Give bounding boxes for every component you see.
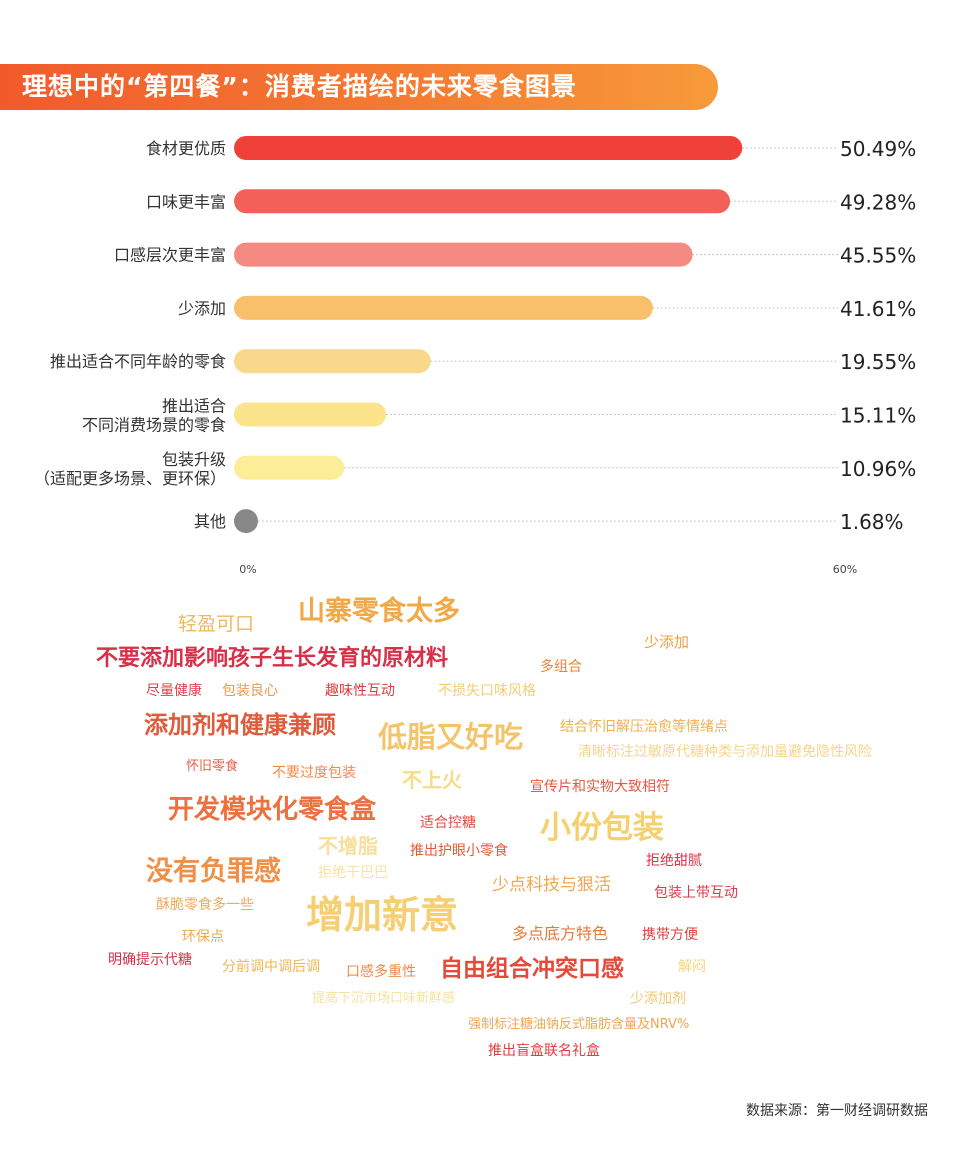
word-cloud-term: 不损失口味风格 <box>438 683 536 699</box>
word-cloud: 山寨零食太多轻盈可口少添加不要添加影响孩子生长发育的原材料多组合尽量健康 包装良心… <box>0 580 960 1080</box>
word-cloud-term: 拒绝干巴巴 <box>318 865 388 881</box>
value-label: 15.11% <box>840 404 916 428</box>
word-cloud-term: 低脂又好吃 <box>378 720 524 754</box>
category-label: 不同消费场景的零食 <box>82 416 226 435</box>
word-cloud-term: 尽量健康 <box>146 683 202 699</box>
word-cloud-term: 山寨零食太多 <box>298 596 460 627</box>
word-cloud-term: 多点底方特色 <box>512 924 609 943</box>
word-cloud-term: 没有负罪感 <box>146 856 281 887</box>
word-cloud-term: 明确提示代糖 <box>108 952 192 968</box>
category-label: 包装升级 <box>162 450 226 469</box>
bar <box>234 136 743 160</box>
category-label: 口味更丰富 <box>146 192 226 211</box>
word-cloud-term: 不要过度包装 <box>272 765 356 781</box>
word-cloud-term: 适合控糖 <box>420 815 476 831</box>
word-cloud-term: 轻盈可口 <box>178 613 255 635</box>
word-cloud-term: 多组合 <box>540 659 582 675</box>
bar <box>234 189 731 214</box>
bar <box>234 295 653 320</box>
word-cloud-term: 携带方便 <box>642 927 698 943</box>
word-cloud-term: 提高下沉市场口味新鲜感 <box>312 991 456 1006</box>
bar-chart: 食材更优质 50.49% 口味更丰富 49.28% 口感层次更丰富 45.55% 少添加 41… <box>34 136 916 576</box>
category-label: 口感层次更丰富 <box>114 246 226 265</box>
category-label: （适配更多场景、更环保） <box>34 469 226 488</box>
word-cloud-term: 环保点 <box>182 929 224 945</box>
word-cloud-term: 小份包装 <box>540 810 664 846</box>
word-cloud-term: 分前调中调后调 <box>222 959 320 975</box>
value-label: 10.96% <box>840 457 916 481</box>
word-cloud-term: 口感多重性 <box>346 964 416 980</box>
category-label: 食材更优质 <box>146 139 226 158</box>
word-cloud-term: 包装良心 <box>222 683 278 699</box>
word-cloud-term: 少添加 <box>644 633 690 651</box>
value-label: 19.55% <box>840 350 916 374</box>
word-cloud-term: 推出盲盒联名礼盒 <box>488 1043 600 1059</box>
value-label: 1.68% <box>840 510 904 534</box>
word-cloud-term: 清晰标注过敏原代糖种类与添加量避免隐性风险 <box>578 744 872 760</box>
category-label: 少添加 <box>178 299 226 318</box>
word-cloud-term: 解闷 <box>678 959 706 975</box>
category-label: 其他 <box>194 512 226 531</box>
word-cloud-term: 开发模块化零食盒 <box>168 795 377 825</box>
word-cloud-term: 推出护眼小零食 <box>410 843 508 859</box>
word-cloud-term: 怀旧零食 <box>186 759 239 774</box>
bar <box>234 402 387 427</box>
word-cloud-term: 包装上带互动 <box>654 885 738 901</box>
word-cloud-term: 添加剂和健康兼顾 <box>144 711 336 739</box>
word-cloud-term: 自由组合冲突口感 <box>440 956 624 982</box>
word-cloud-term: 不要添加影响孩子生长发育的原材料 <box>96 646 449 671</box>
word-cloud-term: 结合怀旧解压治愈等情绪点 <box>560 719 728 735</box>
word-cloud-term: 增加新意 <box>306 893 459 937</box>
bar <box>234 349 431 374</box>
word-cloud-term: 不增脂 <box>318 834 378 858</box>
word-cloud-term: 酥脆零食多一些 <box>156 897 254 913</box>
word-cloud-term: 强制标注糖油钠反式脂肪含量及NRV% <box>468 1017 690 1032</box>
word-cloud-term: 宣传片和实物大致相符 <box>530 779 670 795</box>
category-label: 推出适合不同年龄的零食 <box>50 352 226 371</box>
word-cloud-term: 少点科技与狠活 <box>492 875 611 895</box>
category-label: 推出适合 <box>162 397 226 416</box>
word-cloud-term: 拒绝甜腻 <box>646 853 702 869</box>
bar <box>234 455 345 480</box>
x-tick-label: 0% <box>239 563 256 576</box>
x-tick-label: 60% <box>833 563 857 576</box>
title-banner: 理想中的“第四餐”：消费者描绘的未来零食图景 <box>0 64 718 110</box>
value-label: 50.49% <box>840 137 916 161</box>
word-cloud-term: 趣味性互动 <box>325 683 395 699</box>
word-cloud-term: 不上火 <box>402 768 462 792</box>
chart-title: 理想中的“第四餐”：消费者描绘的未来零食图景 <box>22 72 577 101</box>
data-source-note: 数据来源：第一财经调研数据 <box>746 1103 928 1119</box>
value-label: 45.55% <box>840 244 916 268</box>
word-cloud-term: 少添加剂 <box>630 991 686 1007</box>
value-label: 49.28% <box>840 190 916 214</box>
value-label: 41.61% <box>840 297 916 321</box>
bar <box>234 242 693 267</box>
bar <box>234 509 258 534</box>
